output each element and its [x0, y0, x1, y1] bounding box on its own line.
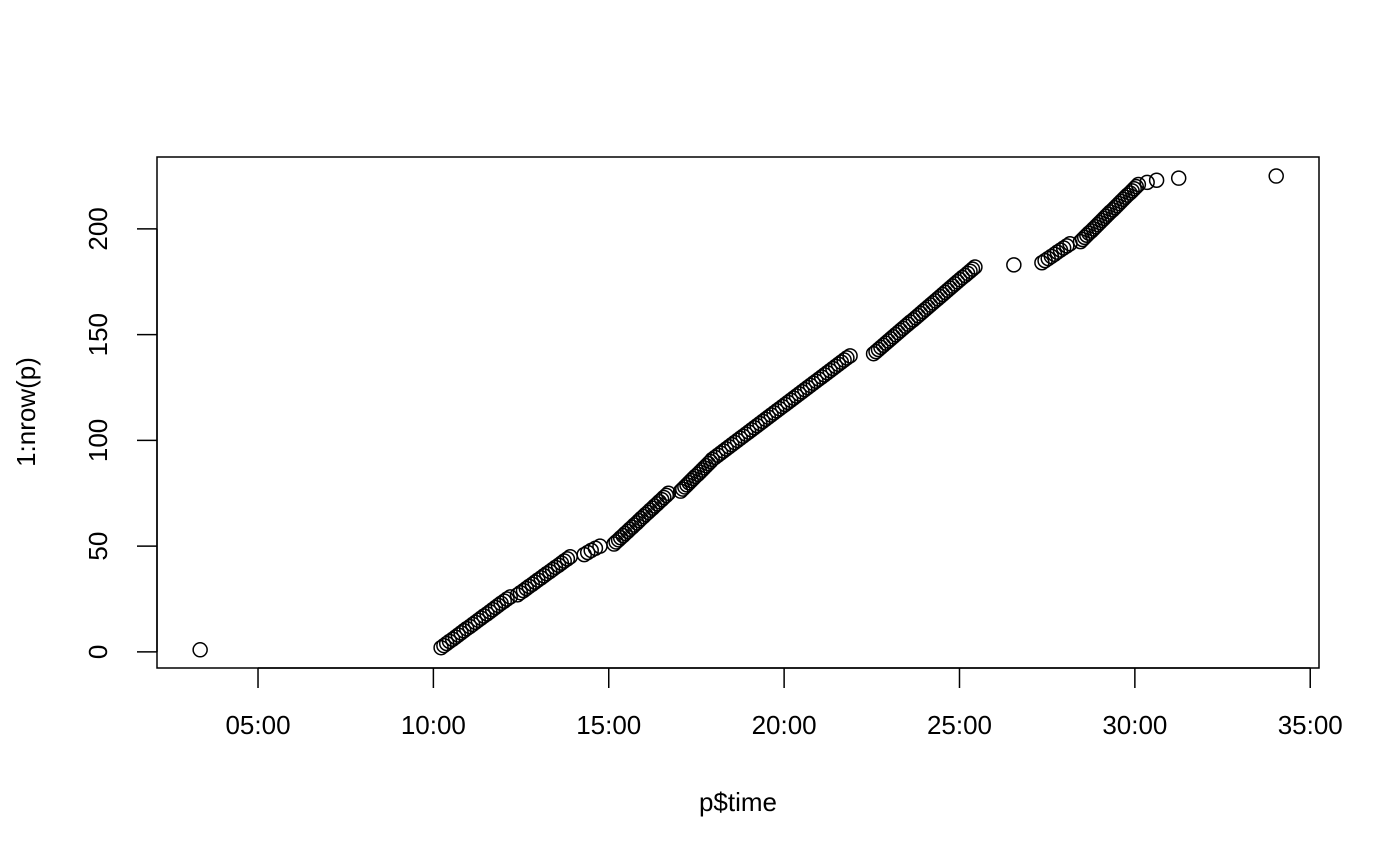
point	[579, 544, 596, 561]
point	[1139, 174, 1155, 191]
point	[1268, 168, 1284, 184]
point	[1130, 176, 1147, 193]
y-tick-label: 200	[83, 207, 113, 250]
point	[964, 261, 981, 277]
x-tick-label: 25:00	[927, 710, 992, 740]
x-tick-label: 30:00	[1102, 710, 1167, 740]
point	[499, 591, 515, 607]
plot-frame	[156, 156, 1320, 669]
y-tick-label: 150	[83, 313, 113, 356]
y-tick-label: 0	[83, 645, 113, 659]
point	[1006, 257, 1022, 273]
x-tick-label: 35:00	[1278, 710, 1343, 740]
point	[1128, 178, 1145, 195]
point	[962, 263, 978, 279]
point	[1059, 238, 1075, 254]
x-tick-label: 15:00	[576, 710, 641, 740]
y-tick-label: 50	[83, 532, 113, 561]
point	[1126, 180, 1142, 197]
point	[660, 485, 677, 502]
point	[967, 259, 983, 275]
y-tick-label: 100	[83, 419, 113, 462]
point	[559, 551, 576, 567]
point	[1148, 172, 1165, 189]
point	[658, 487, 675, 504]
point	[656, 489, 672, 506]
point	[592, 538, 608, 554]
x-tick-label: 20:00	[752, 710, 817, 740]
point	[1170, 170, 1187, 186]
point	[192, 642, 208, 658]
point	[839, 350, 855, 366]
point	[842, 348, 858, 364]
x-tick-label: 05:00	[225, 710, 290, 740]
y-axis-label: 1:nrow(p)	[11, 357, 41, 467]
point	[502, 589, 518, 605]
x-axis-label: p$time	[699, 787, 777, 817]
x-tick-label: 10:00	[401, 710, 466, 740]
